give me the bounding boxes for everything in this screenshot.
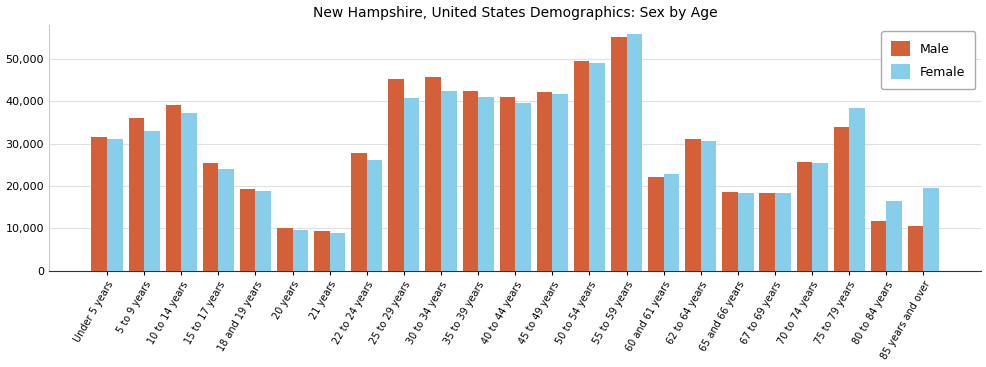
Bar (589, 63, 604, 271)
Bar (351, 153, 367, 271)
Bar (202, 163, 218, 271)
Bar (292, 230, 308, 271)
Bar (833, 127, 848, 271)
Bar (218, 169, 234, 271)
Title: New Hampshire, United States Demographics: Sex by Age: New Hampshire, United States Demographic… (313, 6, 717, 19)
Bar (106, 139, 122, 271)
Bar (314, 231, 329, 271)
Bar (552, 94, 567, 271)
Bar (462, 91, 477, 271)
Bar (92, 137, 106, 271)
Bar (329, 233, 345, 271)
Bar (758, 193, 774, 271)
Bar (387, 79, 403, 271)
Bar (277, 228, 292, 271)
Bar (885, 201, 901, 271)
Bar (367, 160, 382, 271)
Bar (181, 113, 196, 271)
Bar (536, 92, 552, 271)
Bar (403, 98, 419, 271)
Bar (907, 226, 923, 271)
Bar (240, 189, 255, 271)
Bar (722, 192, 738, 271)
Bar (477, 97, 493, 271)
Bar (573, 61, 589, 271)
Bar (499, 97, 515, 271)
Bar (515, 103, 530, 271)
Bar (144, 131, 160, 271)
Bar (626, 34, 642, 271)
Bar (128, 118, 144, 271)
Bar (441, 91, 457, 271)
Bar (923, 189, 938, 271)
Bar (796, 162, 811, 271)
Bar (811, 163, 827, 271)
Bar (700, 141, 716, 271)
Bar (848, 108, 864, 271)
Bar (648, 177, 663, 271)
Bar (684, 139, 700, 271)
Bar (255, 190, 271, 271)
Bar (870, 221, 885, 271)
Bar (166, 105, 181, 271)
Bar (610, 37, 626, 271)
Bar (425, 77, 441, 271)
Bar (774, 193, 790, 271)
Bar (738, 193, 752, 271)
Bar (663, 174, 678, 271)
Legend: Male, Female: Male, Female (880, 31, 974, 89)
